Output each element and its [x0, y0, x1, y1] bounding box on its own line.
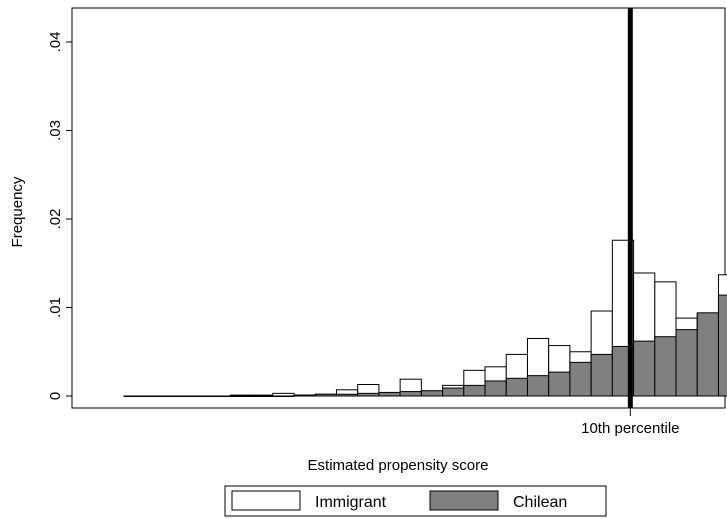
y-tick-label: .03 — [47, 120, 64, 141]
bar-chilean — [696, 312, 719, 397]
bar-chilean — [314, 393, 337, 397]
y-tick-label: .02 — [47, 209, 64, 230]
bar-chilean — [548, 371, 571, 397]
bar-chilean — [272, 395, 295, 397]
bar-chilean — [442, 387, 465, 397]
y-ticks-group: 0 .01 .02 .03 .04 — [47, 32, 72, 400]
bar-chilean — [463, 384, 486, 397]
bar-chilean — [505, 377, 528, 397]
bar-chilean — [675, 329, 698, 397]
legend: Immigrant Chilean — [224, 485, 607, 517]
bars-group — [123, 239, 727, 397]
bar-chilean — [399, 391, 422, 397]
bar-chilean — [187, 395, 210, 397]
reference-line-label: 10th percentile — [581, 420, 679, 437]
y-tick-label: .04 — [47, 32, 64, 53]
bar-chilean — [569, 361, 592, 397]
bar-chilean — [293, 394, 316, 397]
y-tick-label: 0 — [47, 392, 64, 400]
bar-chilean — [166, 395, 189, 397]
x-axis-title: Estimated propensity score — [308, 457, 489, 474]
bar-chilean — [335, 393, 359, 397]
bar-chilean — [526, 375, 550, 397]
bar-chilean — [717, 294, 727, 397]
legend-swatch-immigrant — [231, 490, 301, 511]
bar-chilean — [144, 395, 168, 397]
bar-chilean — [123, 395, 146, 397]
legend-label-chilean: Chilean — [513, 494, 567, 511]
bar-chilean — [484, 380, 507, 397]
bar-chilean — [654, 336, 677, 397]
bar-chilean — [590, 353, 613, 397]
bar-chilean — [208, 395, 231, 397]
legend-label-immigrant: Immigrant — [315, 494, 387, 511]
bar-chilean — [357, 392, 380, 397]
y-tick-label: .01 — [47, 297, 64, 318]
bar-chilean — [378, 391, 401, 397]
bar-chilean — [633, 340, 656, 397]
legend-swatch-chilean — [429, 490, 499, 511]
bar-chilean — [251, 395, 274, 397]
bar-chilean — [229, 395, 253, 397]
bar-chilean — [420, 390, 444, 397]
y-axis-title: Frequency — [9, 176, 26, 247]
